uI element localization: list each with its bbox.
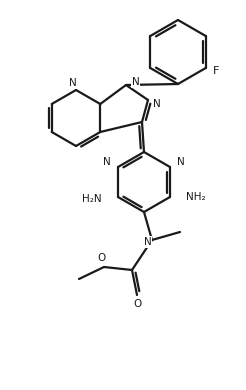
Text: N: N [132,77,140,87]
Text: N: N [177,157,185,167]
Text: N: N [103,157,111,167]
Text: F: F [213,66,219,76]
Text: O: O [133,299,141,309]
Text: H₂N: H₂N [82,194,102,204]
Text: N: N [144,237,152,247]
Text: NH₂: NH₂ [186,192,206,202]
Text: N: N [153,99,161,109]
Text: N: N [69,78,77,88]
Text: O: O [98,253,106,263]
